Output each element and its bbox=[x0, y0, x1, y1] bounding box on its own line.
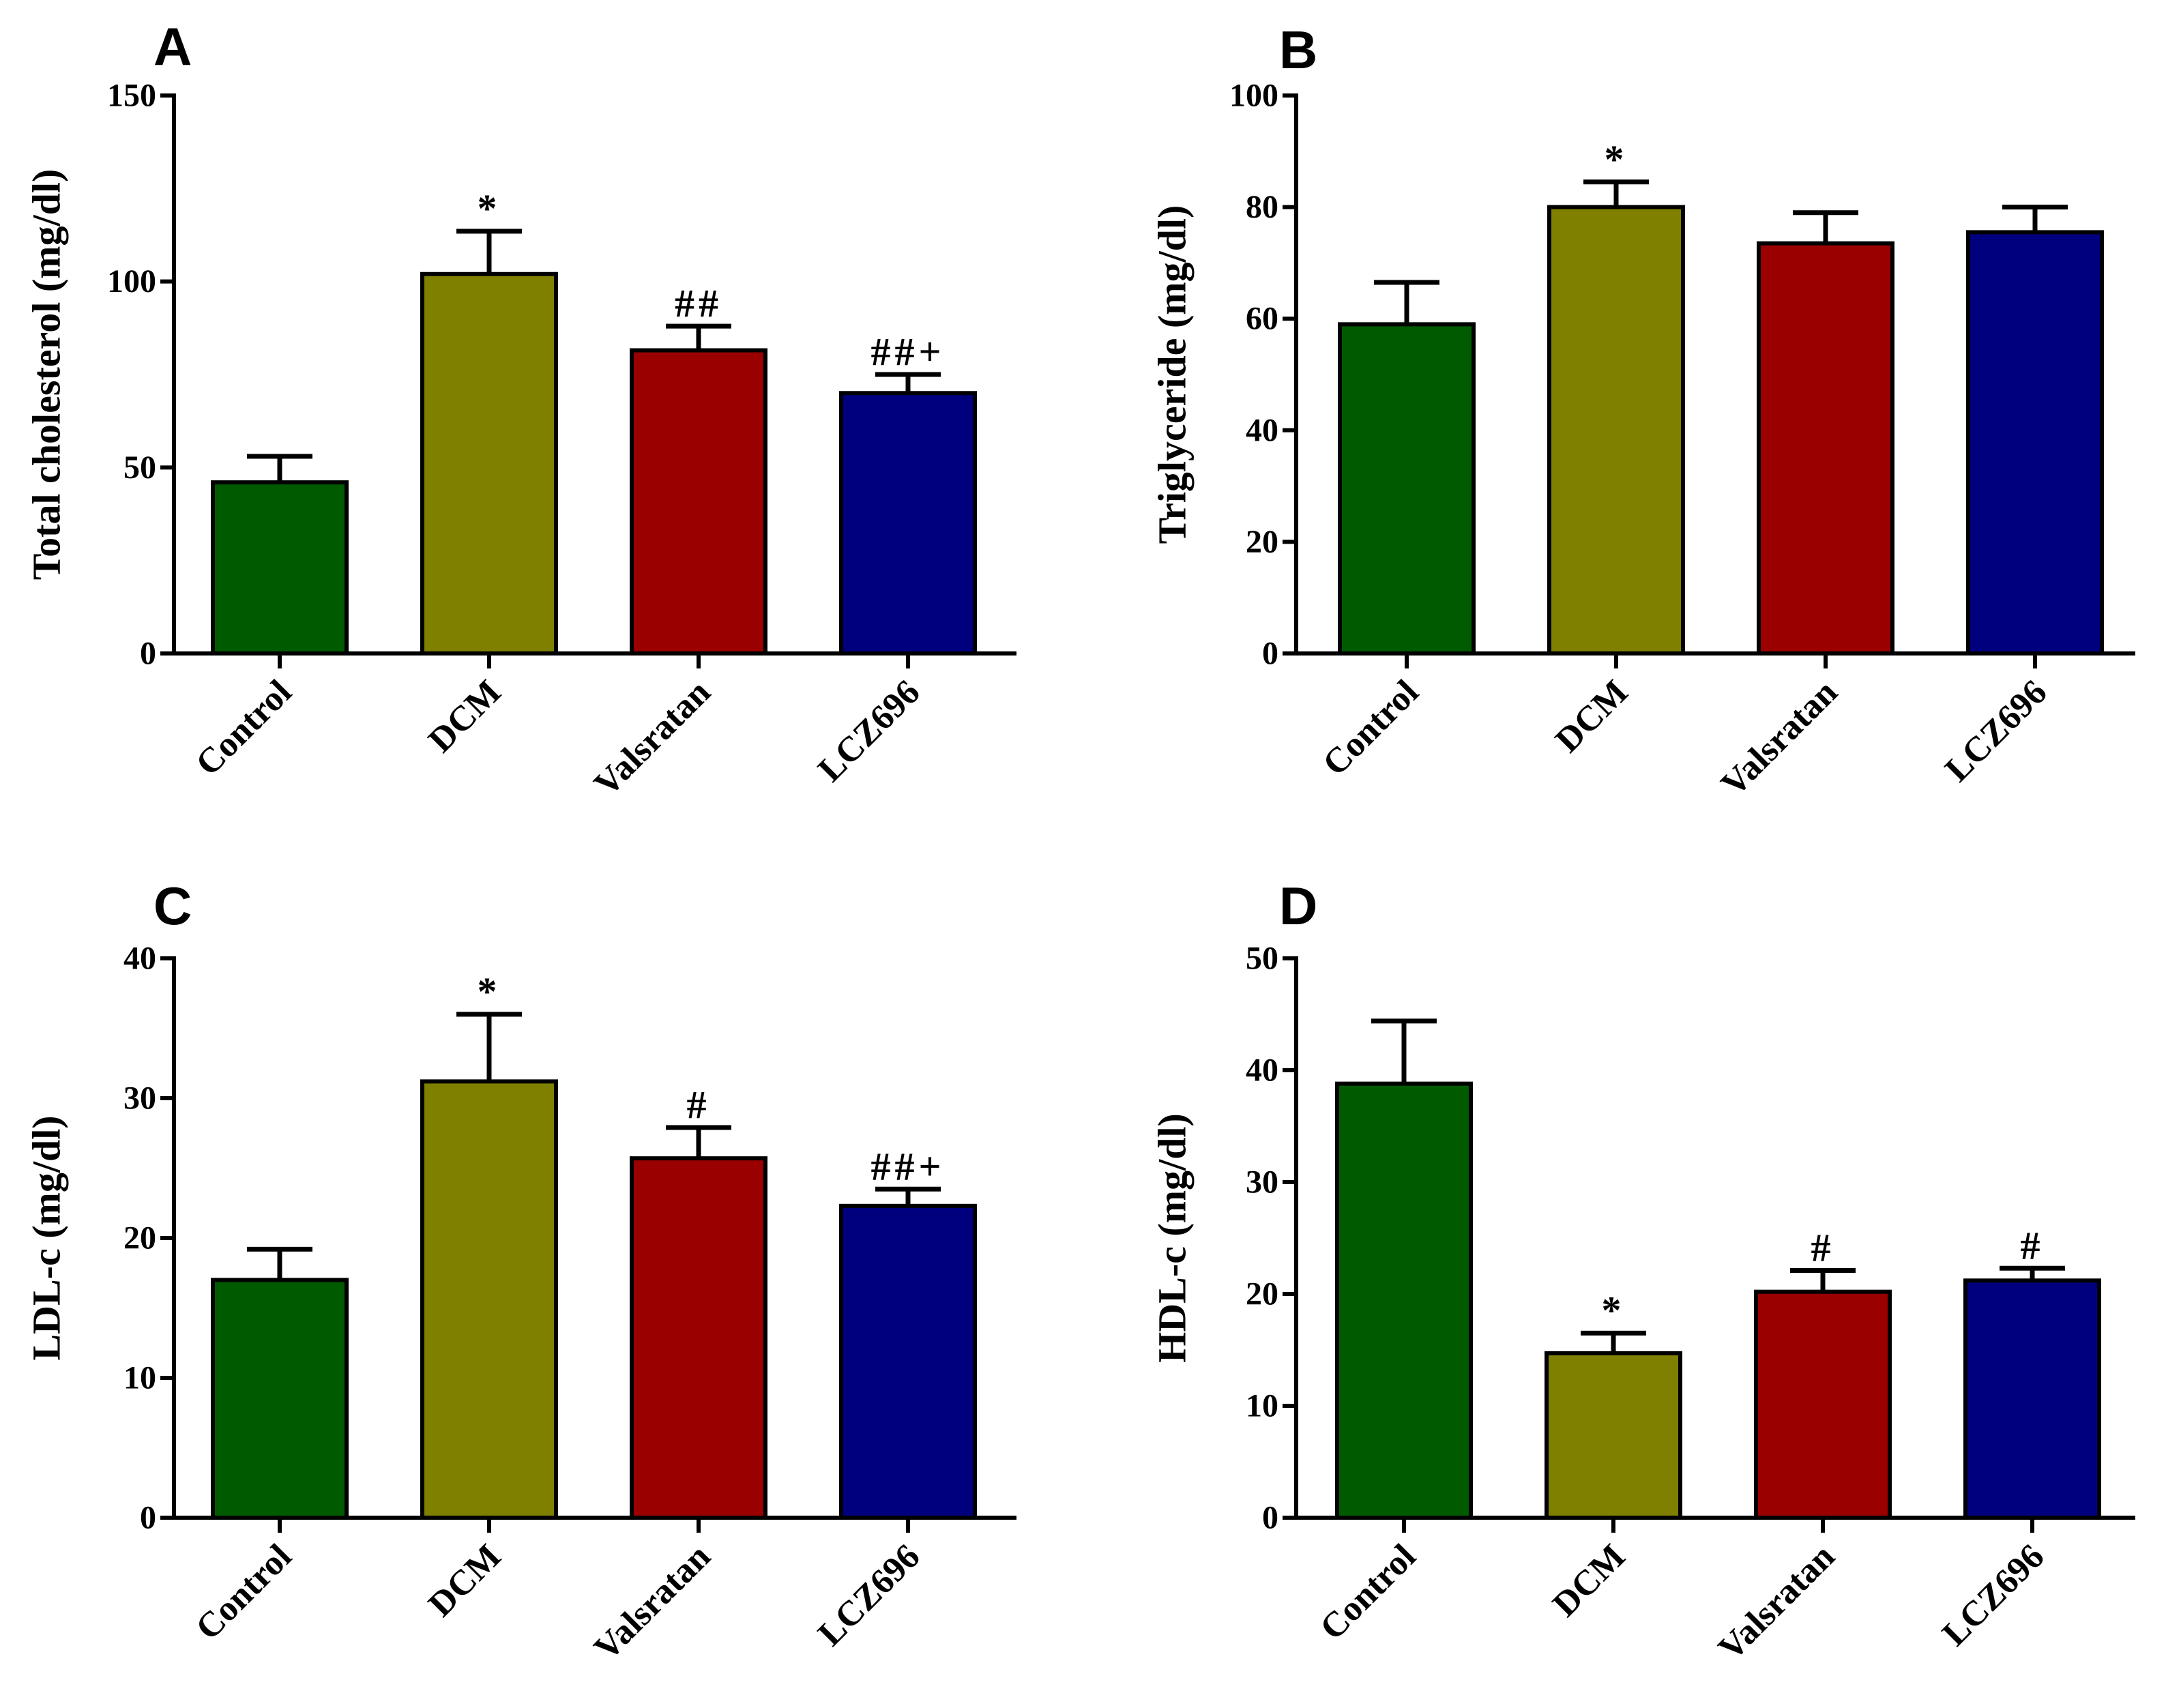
y-tick-label: 80 bbox=[1246, 189, 1278, 225]
bar-dcm bbox=[1547, 205, 1685, 656]
significance-annotation: * bbox=[1602, 1288, 1626, 1332]
y-axis-label: HDL-c (mg/dl) bbox=[1150, 1113, 1195, 1363]
category-label: LCZ696 bbox=[810, 673, 927, 789]
y-tick-label: 50 bbox=[123, 450, 156, 486]
significance-annotation: # bbox=[687, 1083, 711, 1127]
bar-valsratan bbox=[1757, 241, 1894, 656]
significance-annotation: ## bbox=[675, 281, 722, 325]
bar-valsratan bbox=[630, 348, 767, 656]
y-tick-label: 100 bbox=[107, 263, 156, 299]
category-label: DCM bbox=[421, 673, 508, 760]
bar-dcm bbox=[420, 271, 558, 656]
significance-annotation: # bbox=[1811, 1226, 1835, 1270]
category-label: LCZ696 bbox=[810, 1537, 927, 1653]
panel-letter: B bbox=[1279, 20, 1317, 80]
category-label: Valsratan bbox=[587, 673, 718, 804]
y-tick-label: 20 bbox=[1246, 1276, 1278, 1312]
y-axis-label: Total cholesterol (mg/dl) bbox=[25, 169, 69, 580]
category-label: DCM bbox=[1545, 1537, 1633, 1624]
bar-lcz696 bbox=[839, 391, 977, 656]
y-tick-label: 20 bbox=[1246, 524, 1278, 560]
bar-control bbox=[211, 1278, 349, 1520]
panel-letter: A bbox=[153, 16, 192, 76]
category-label: Control bbox=[1313, 1537, 1423, 1647]
bar-valsratan bbox=[1754, 1289, 1892, 1520]
y-tick-label: 40 bbox=[1246, 1052, 1278, 1089]
y-tick-label: 40 bbox=[123, 941, 156, 977]
y-tick-label: 0 bbox=[140, 636, 156, 672]
y-tick-label: 60 bbox=[1246, 301, 1278, 337]
y-tick-label: 10 bbox=[1246, 1388, 1278, 1424]
category-label: Control bbox=[188, 1537, 299, 1647]
bar-control bbox=[211, 480, 349, 656]
category-label: Control bbox=[188, 673, 299, 783]
category-label: LCZ696 bbox=[1937, 673, 2054, 789]
category-label: Valsratan bbox=[1711, 1537, 1842, 1668]
category-label: DCM bbox=[1548, 673, 1635, 760]
y-tick-label: 40 bbox=[1246, 412, 1278, 448]
panel-a: A Total cholesterol (mg/dl) 0 50 100 150 Contr… bbox=[25, 16, 1016, 804]
panel-c: C LDL-c (mg/dl) 0 10 20 30 40 Control DCM * Valsra… bbox=[25, 876, 1016, 1668]
panel-letter: D bbox=[1279, 876, 1317, 936]
significance-annotation: * bbox=[1605, 137, 1628, 181]
bar-dcm bbox=[420, 1079, 558, 1520]
y-tick-label: 20 bbox=[123, 1220, 156, 1256]
y-axis-label: Triglyceride (mg/dl) bbox=[1150, 205, 1195, 544]
bar-dcm bbox=[1545, 1351, 1682, 1520]
bar-lcz696 bbox=[1966, 230, 2104, 656]
panel-b: B Triglyceride (mg/dl) 0 20 40 60 80 100 Control… bbox=[1150, 20, 2135, 804]
bar-lcz696 bbox=[1963, 1278, 2101, 1520]
significance-annotation: * bbox=[478, 969, 501, 1014]
panel-letter: C bbox=[153, 876, 192, 936]
y-tick-label: 30 bbox=[123, 1080, 156, 1117]
y-axis-label: LDL-c (mg/dl) bbox=[25, 1115, 69, 1360]
bar-valsratan bbox=[630, 1156, 767, 1520]
significance-annotation: # bbox=[2021, 1223, 2045, 1267]
y-tick-label: 0 bbox=[1262, 1500, 1278, 1536]
panel-d: D HDL-c (mg/dl) 0 10 20 30 40 50 Control DCM * Vals… bbox=[1150, 876, 2135, 1668]
y-tick-label: 10 bbox=[123, 1360, 156, 1396]
significance-annotation: ##+ bbox=[870, 329, 945, 374]
bar-control bbox=[1335, 1081, 1473, 1520]
y-tick-label: 0 bbox=[140, 1500, 156, 1536]
significance-annotation: * bbox=[478, 186, 501, 231]
y-tick-label: 30 bbox=[1246, 1164, 1278, 1201]
bar-lcz696 bbox=[839, 1203, 977, 1520]
category-label: Valsratan bbox=[1714, 673, 1845, 804]
category-label: DCM bbox=[421, 1537, 508, 1624]
y-tick-label: 50 bbox=[1246, 941, 1278, 977]
category-label: Valsratan bbox=[587, 1537, 718, 1668]
y-tick-label: 0 bbox=[1262, 636, 1278, 672]
y-tick-label: 100 bbox=[1229, 78, 1278, 114]
bar-control bbox=[1338, 322, 1476, 656]
category-label: LCZ696 bbox=[1935, 1537, 2051, 1653]
category-label: Control bbox=[1315, 673, 1426, 783]
y-tick-label: 150 bbox=[107, 78, 156, 114]
significance-annotation: ##+ bbox=[870, 1144, 945, 1188]
